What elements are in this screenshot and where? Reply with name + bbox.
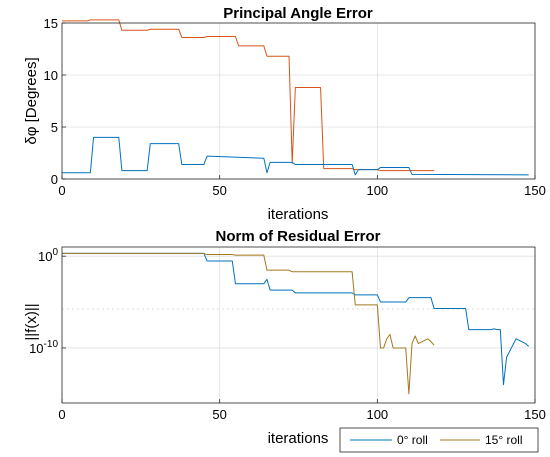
x-tick-label: 0 bbox=[58, 407, 65, 422]
grid bbox=[61, 22, 536, 180]
x-axis-label: iterations bbox=[268, 430, 329, 447]
legend-label-15-roll: 15° roll bbox=[485, 433, 522, 447]
y-axis-label: δφ [Degrees] bbox=[23, 57, 40, 144]
grid bbox=[61, 247, 536, 403]
x-tick-label: 100 bbox=[366, 183, 388, 198]
y-tick-label: 100 bbox=[38, 247, 58, 264]
series-line-1 bbox=[62, 252, 435, 395]
y-tick-label: 10 bbox=[44, 68, 58, 83]
y-tick-label: 15 bbox=[44, 16, 58, 31]
series-line-0 bbox=[62, 252, 530, 386]
series-line-0 bbox=[62, 19, 435, 172]
plot-area-border bbox=[61, 246, 536, 404]
x-tick-label: 100 bbox=[366, 407, 388, 422]
x-tick-label: 150 bbox=[524, 183, 546, 198]
series-lines bbox=[62, 19, 529, 176]
legend-label-0-roll: 0° roll bbox=[397, 433, 428, 447]
y-tick-label: 0 bbox=[51, 172, 58, 187]
chart-title: Norm of Residual Error bbox=[215, 228, 380, 245]
y-tick-label: 5 bbox=[51, 120, 58, 135]
x-tick-labels: 0 50 100 150 bbox=[58, 407, 545, 422]
x-axis-label: iterations bbox=[268, 206, 329, 223]
x-tick-label: 50 bbox=[212, 407, 226, 422]
series-lines bbox=[62, 252, 530, 395]
x-tick-labels: 0 50 100 150 bbox=[58, 183, 545, 198]
legend: 0° roll 15° roll bbox=[339, 427, 539, 453]
y-tick-label: 10-10 bbox=[29, 339, 58, 356]
x-tick-label: 0 bbox=[58, 183, 65, 198]
x-tick-label: 50 bbox=[212, 183, 226, 198]
y-tick-labels: 100 10-10 bbox=[29, 247, 58, 356]
plot-area-border bbox=[61, 22, 536, 180]
y-tick-labels: 0 5 10 15 bbox=[44, 16, 58, 187]
chart-title: Principal Angle Error bbox=[223, 5, 373, 22]
y-axis-label: ||f(x)|| bbox=[23, 303, 40, 340]
chart-principal-angle-error: Principal Angle Error 0 50 100 150 0 5 10 15 i… bbox=[23, 5, 546, 223]
series-line-1 bbox=[62, 136, 529, 176]
chart-norm-of-residual-error: Norm of Residual Error 0 50 100 150 100 10-1… bbox=[23, 228, 546, 453]
x-tick-label: 150 bbox=[524, 407, 546, 422]
